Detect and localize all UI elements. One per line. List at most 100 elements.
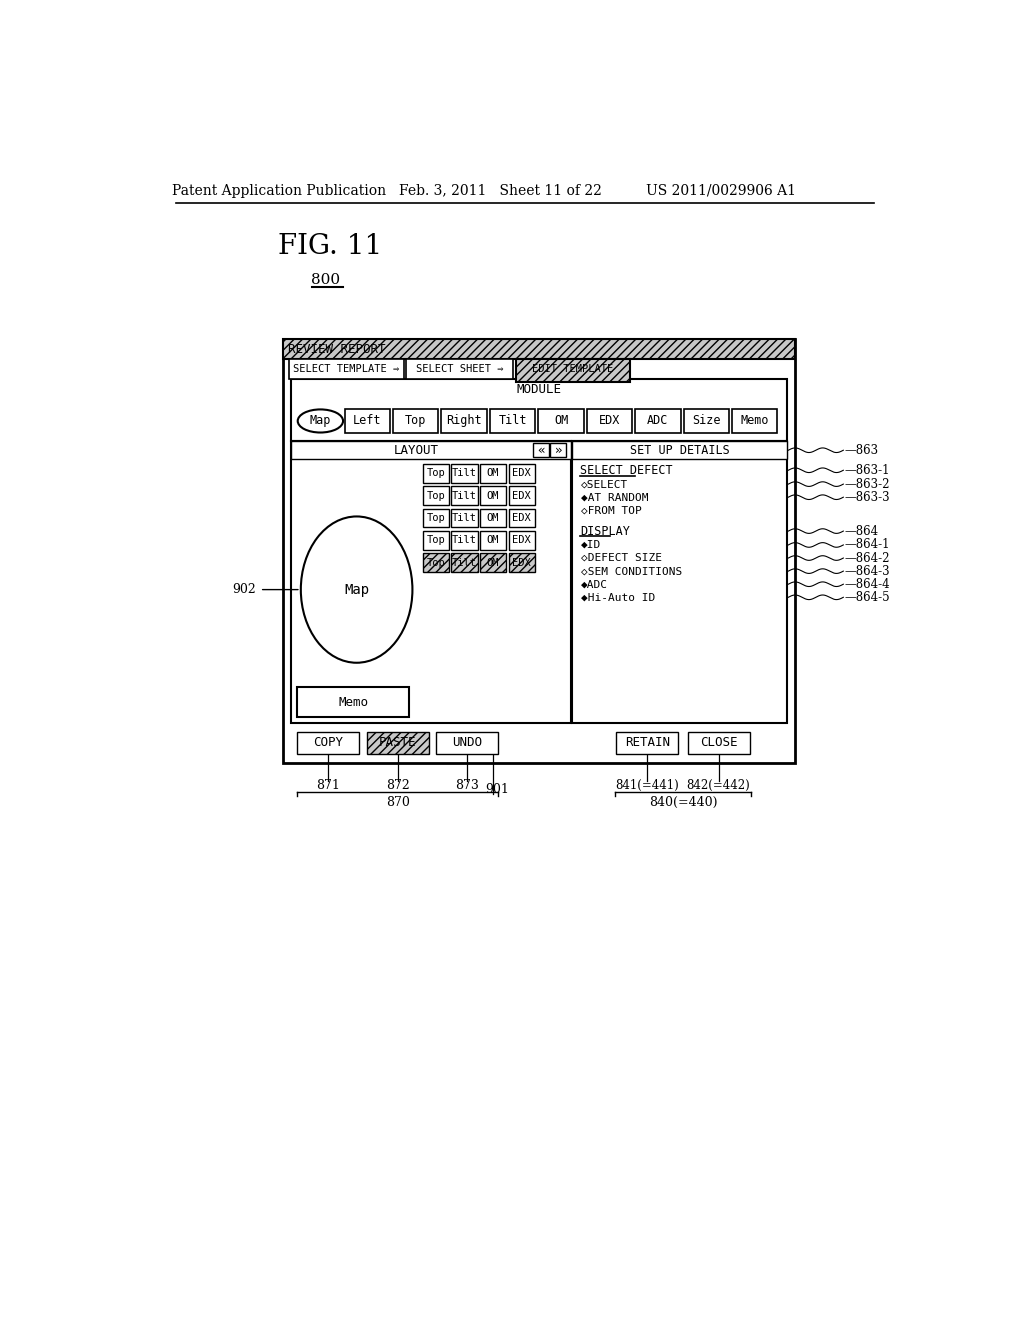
Bar — [509, 531, 535, 549]
Text: RETAIN: RETAIN — [625, 737, 670, 750]
Text: EDIT TEMPLATE: EDIT TEMPLATE — [532, 364, 613, 375]
Bar — [393, 409, 438, 433]
Text: ◆ADC: ◆ADC — [582, 579, 608, 589]
Text: OM: OM — [486, 536, 500, 545]
Text: EDX: EDX — [599, 414, 621, 428]
Bar — [407, 359, 513, 379]
Text: Top: Top — [406, 414, 426, 428]
Text: 873: 873 — [456, 779, 479, 792]
Text: UNDO: UNDO — [453, 737, 482, 750]
Bar — [635, 409, 681, 433]
Bar — [732, 409, 777, 433]
Text: Top: Top — [426, 513, 445, 523]
Bar — [297, 688, 410, 717]
Bar — [509, 553, 535, 572]
Text: —864-1: —864-1 — [845, 539, 891, 552]
Text: «: « — [538, 444, 545, 457]
Bar — [452, 508, 477, 527]
Bar — [515, 359, 630, 381]
Text: ADC: ADC — [647, 414, 669, 428]
Bar — [509, 465, 535, 483]
Bar — [509, 487, 535, 506]
Text: EDX: EDX — [512, 469, 531, 478]
Text: Patent Application Publication: Patent Application Publication — [172, 183, 386, 198]
Text: ◇SEM CONDITIONS: ◇SEM CONDITIONS — [582, 566, 683, 576]
Text: OM: OM — [486, 513, 500, 523]
Bar — [572, 441, 786, 723]
Text: —863: —863 — [845, 444, 879, 457]
Bar — [452, 553, 477, 572]
Text: Tilt: Tilt — [452, 513, 477, 523]
Text: —863-3: —863-3 — [845, 491, 891, 504]
Text: —864: —864 — [845, 524, 879, 537]
Text: US 2011/0029906 A1: US 2011/0029906 A1 — [646, 183, 796, 198]
Bar — [480, 465, 506, 483]
Bar — [616, 733, 678, 754]
Bar — [572, 441, 786, 459]
Text: COPY: COPY — [313, 737, 343, 750]
Text: EDX: EDX — [512, 491, 531, 500]
Bar — [291, 441, 570, 723]
Text: REVIEW REPORT: REVIEW REPORT — [289, 343, 386, 356]
Text: EDX: EDX — [512, 513, 531, 523]
Text: OM: OM — [486, 557, 500, 568]
Bar — [441, 409, 486, 433]
Bar — [534, 444, 549, 457]
Ellipse shape — [301, 516, 413, 663]
Bar — [423, 487, 449, 506]
Bar — [423, 553, 449, 572]
Text: Top: Top — [426, 557, 445, 568]
Bar — [283, 339, 795, 763]
Text: 841(=441): 841(=441) — [615, 779, 679, 792]
Bar — [480, 487, 506, 506]
Text: »: » — [554, 444, 562, 457]
Text: ◆Hi-Auto ID: ◆Hi-Auto ID — [582, 593, 655, 602]
Text: EDX: EDX — [512, 557, 531, 568]
Bar — [297, 733, 359, 754]
Text: EDX: EDX — [512, 536, 531, 545]
Text: ◇SELECT: ◇SELECT — [582, 479, 629, 490]
Bar — [452, 487, 477, 506]
Text: —864-2: —864-2 — [845, 552, 891, 565]
Text: Map: Map — [344, 582, 370, 597]
Bar — [423, 465, 449, 483]
Text: Top: Top — [426, 536, 445, 545]
Text: DISPLAY: DISPLAY — [580, 524, 630, 537]
Text: —863-1: —863-1 — [845, 463, 891, 477]
Text: Tilt: Tilt — [452, 536, 477, 545]
Text: 871: 871 — [316, 779, 340, 792]
Text: SELECT DEFECT: SELECT DEFECT — [580, 463, 673, 477]
Text: 800: 800 — [311, 273, 340, 286]
Bar — [480, 531, 506, 549]
Bar — [291, 441, 570, 459]
Text: OM: OM — [486, 469, 500, 478]
Bar — [452, 465, 477, 483]
Bar — [539, 409, 584, 433]
Text: SELECT SHEET ⇒: SELECT SHEET ⇒ — [416, 364, 504, 375]
Text: MODULE: MODULE — [516, 383, 561, 396]
Text: 902: 902 — [232, 583, 256, 597]
Text: Right: Right — [446, 414, 482, 428]
Text: Memo: Memo — [338, 696, 369, 709]
Text: 901: 901 — [485, 783, 509, 796]
Bar — [480, 508, 506, 527]
Text: 842(=442): 842(=442) — [687, 779, 751, 792]
Text: SELECT TEMPLATE ⇒: SELECT TEMPLATE ⇒ — [294, 364, 399, 375]
Text: Top: Top — [426, 469, 445, 478]
Text: Size: Size — [692, 414, 721, 428]
Text: 872: 872 — [386, 779, 410, 792]
Text: Top: Top — [426, 491, 445, 500]
Text: —863-2: —863-2 — [845, 478, 891, 491]
Text: ◇DEFECT SIZE: ◇DEFECT SIZE — [582, 553, 663, 564]
Bar — [480, 553, 506, 572]
Text: Tilt: Tilt — [499, 414, 526, 428]
Text: SET UP DETAILS: SET UP DETAILS — [630, 444, 729, 457]
Bar — [436, 733, 499, 754]
Text: Tilt: Tilt — [452, 469, 477, 478]
Bar — [283, 339, 795, 359]
Text: FIG. 11: FIG. 11 — [278, 234, 382, 260]
Text: Tilt: Tilt — [452, 491, 477, 500]
Text: —864-4: —864-4 — [845, 578, 891, 591]
Bar — [345, 409, 390, 433]
Text: ◇FROM TOP: ◇FROM TOP — [582, 506, 642, 515]
